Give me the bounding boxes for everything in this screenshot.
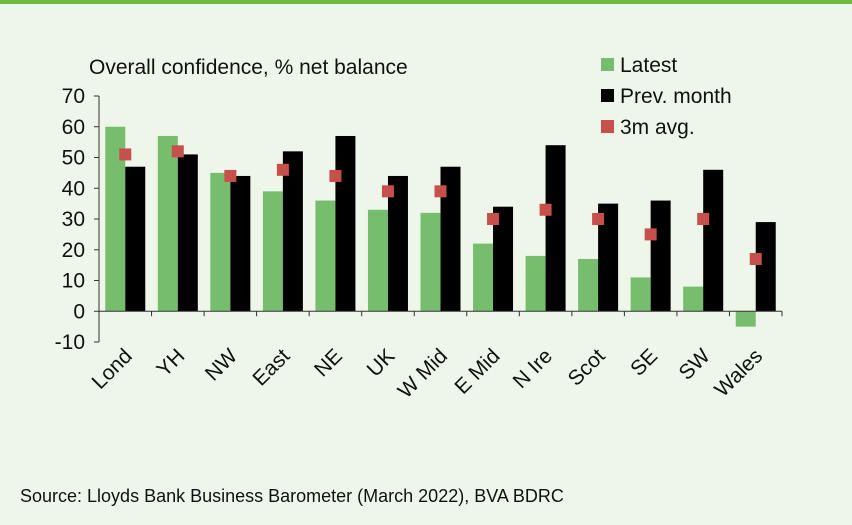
x-tick-label-ne: NE [310,345,347,382]
bar-prev-month-sw [703,169,724,312]
bar-latest-e-mid [473,243,494,312]
bar-prev-month-uk [387,175,408,312]
source-note: Source: Lloyds Bank Business Barometer (… [20,486,564,506]
x-tick-label-w-mid: W Mid [394,345,452,403]
x-tick-label-sw: SW [675,344,715,384]
bar-latest-nw [210,172,231,312]
y-tick-label: 0 [73,300,85,323]
bar-latest-yh [157,135,178,312]
bar-prev-month-yh [177,154,198,312]
marker-3m-avg-east [276,163,289,176]
x-tick-label-nw: NW [201,344,242,385]
legend-swatch-latest [601,58,614,71]
marker-3m-avg-uk [381,185,394,198]
x-tick-label-yh: YH [152,345,189,382]
legend: Latest Prev. month 3m avg. [601,54,732,139]
bar-latest-scot [578,258,599,312]
marker-3m-avg-yh [171,145,184,158]
x-tick-label-east: East [248,344,294,390]
bar-latest-w-mid [420,212,441,312]
bar-prev-month-lond [125,166,146,312]
bar-prev-month-ne [335,135,356,312]
bars-layer [105,126,776,327]
marker-3m-avg-nw [224,169,237,182]
bar-prev-month-w-mid [440,166,461,312]
marker-3m-avg-w-mid [434,185,447,198]
y-tick-label: 60 [62,116,85,139]
marker-3m-avg-e-mid [487,213,500,225]
marker-3m-avg-se [644,228,657,241]
bar-prev-month-east [282,151,303,312]
y-tick-label: 50 [62,147,85,170]
marker-3m-avg-n-ire [539,203,552,216]
y-tick-label: 70 [62,85,85,108]
chart-title: Overall confidence, % net balance [89,56,408,79]
marker-3m-avg-sw [697,213,710,225]
x-tick-label-lond: Lond [88,345,137,394]
y-tick-label: -10 [55,331,85,354]
legend-label-prev-month: Prev. month [620,85,732,108]
bar-prev-month-nw [230,175,251,312]
legend-swatch-prev-month [601,89,614,102]
bar-latest-ne [315,200,336,312]
legend-label-3m-avg: 3m avg. [620,116,695,139]
marker-3m-avg-lond [119,148,132,161]
bar-latest-sw [683,286,704,312]
bar-latest-lond [105,126,126,312]
bar-prev-month-se [650,200,671,312]
bar-prev-month-e-mid [493,206,514,312]
bar-prev-month-n-ire [545,145,566,312]
legend-label-latest: Latest [620,54,677,77]
x-tick-label-scot: Scot [564,344,610,390]
marker-3m-avg-scot [592,213,605,225]
x-tick-label-uk: UK [363,345,400,382]
x-tick-label-se: SE [626,345,662,381]
x-tick-label-n-ire: N Ire [509,345,557,393]
y-tick-label: 20 [62,239,85,262]
x-tick-label-e-mid: E Mid [450,345,504,399]
legend-swatch-3m-avg [601,120,614,133]
y-tick-label: 30 [62,208,85,231]
y-tick-label: 10 [62,270,85,293]
bar-latest-se [630,277,651,312]
marker-3m-avg-wales [749,252,762,265]
marker-3m-avg-ne [329,169,342,182]
x-tick-label-wales: Wales [710,345,767,402]
top-accent-rule [0,0,852,4]
bar-latest-n-ire [525,255,546,312]
markers-layer [119,145,762,265]
y-tick-label: 40 [62,177,85,200]
bar-latest-uk [367,209,388,312]
bar-prev-month-wales [755,222,776,312]
bar-prev-month-scot [598,203,619,312]
bar-latest-wales [735,311,756,327]
bar-latest-east [262,191,283,312]
